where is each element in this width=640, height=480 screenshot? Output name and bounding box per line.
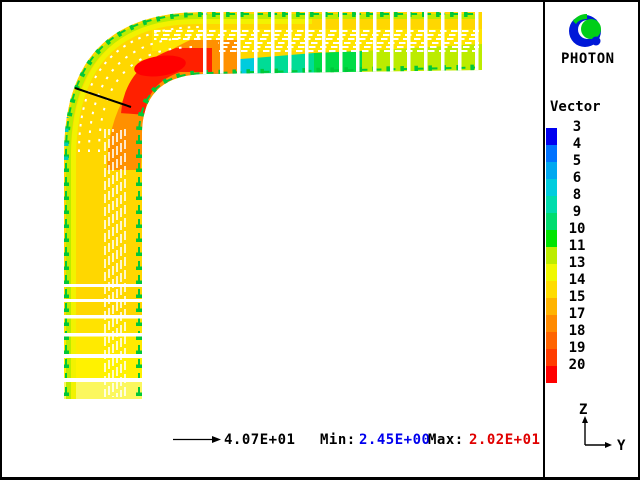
legend-swatch-3 bbox=[546, 128, 557, 145]
legend-swatch-19 bbox=[546, 349, 557, 366]
legend-swatch-4 bbox=[546, 145, 557, 162]
legend-label-3: 3 bbox=[572, 119, 582, 135]
legend-label-13: 13 bbox=[568, 255, 586, 271]
legend-label-4: 4 bbox=[572, 136, 582, 152]
legend-label-9: 9 bbox=[572, 204, 582, 220]
legend-label-14: 14 bbox=[568, 272, 586, 288]
reference-vector-arrow-icon bbox=[173, 436, 221, 443]
legend-label-8: 8 bbox=[572, 187, 582, 203]
axis-y-label: Y bbox=[617, 438, 626, 454]
legend-label-15: 15 bbox=[568, 289, 586, 305]
elbow-pipe-flow-field bbox=[64, 12, 482, 399]
legend-title: Vector bbox=[550, 99, 601, 115]
orientation-axes: Z Y bbox=[579, 402, 626, 454]
legend-label-6: 6 bbox=[572, 170, 582, 186]
legend-label-20: 20 bbox=[568, 357, 586, 373]
legend-label-5: 5 bbox=[572, 153, 582, 169]
axis-right-arrowhead bbox=[605, 442, 612, 448]
legend-swatch-18 bbox=[546, 332, 557, 349]
outer-wall-band-chartreuse bbox=[66, 14, 479, 399]
peak-velocity-spot bbox=[134, 55, 186, 77]
legend-swatch-17 bbox=[546, 315, 557, 332]
legend-label-10: 10 bbox=[568, 221, 586, 237]
panel-separator bbox=[543, 2, 545, 477]
legend-entries: 3 4 5 6 8 9 10 11 13 14 15 17 18 19 20 bbox=[546, 119, 616, 386]
reference-vector-value: 4.07E+01 bbox=[224, 432, 296, 448]
max-label: Max: bbox=[428, 432, 464, 448]
vector-streaks-horizontal-leg bbox=[154, 30, 479, 52]
vector-streaks-vertical-leg bbox=[104, 129, 126, 397]
photon-logo-icon bbox=[569, 13, 609, 47]
legend-swatch-14 bbox=[546, 281, 557, 298]
outer-wall-band-yellow bbox=[71, 19, 312, 399]
min-value: 2.45E+00 bbox=[359, 432, 431, 448]
legend-swatch-15 bbox=[546, 298, 557, 315]
legend-label-19: 19 bbox=[568, 340, 586, 356]
wall-vector-arrows bbox=[64, 12, 479, 396]
app-name: PHOTON bbox=[561, 51, 615, 67]
legend-swatch-13 bbox=[546, 264, 557, 281]
vector-streaks-bend bbox=[78, 26, 203, 153]
probe-line bbox=[74, 87, 132, 108]
row-gaps bbox=[64, 284, 142, 382]
legend-label-11: 11 bbox=[568, 238, 586, 254]
inlet-vector-bands bbox=[64, 318, 142, 399]
legend-swatch-11 bbox=[546, 247, 557, 264]
legend-label-17: 17 bbox=[568, 306, 586, 322]
max-value: 2.02E+01 bbox=[469, 432, 541, 448]
legend-swatch-8 bbox=[546, 196, 557, 213]
axis-z-label: Z bbox=[579, 402, 587, 418]
axis-up-arrowhead bbox=[582, 416, 588, 423]
legend-swatch-10 bbox=[546, 230, 557, 247]
min-label: Min: bbox=[320, 432, 356, 448]
legend-swatch-20 bbox=[546, 366, 557, 383]
legend-swatch-5 bbox=[546, 162, 557, 179]
legend-swatch-6 bbox=[546, 179, 557, 196]
column-gaps bbox=[203, 12, 479, 76]
legend-swatch-9 bbox=[546, 213, 557, 230]
legend-label-18: 18 bbox=[568, 323, 586, 339]
